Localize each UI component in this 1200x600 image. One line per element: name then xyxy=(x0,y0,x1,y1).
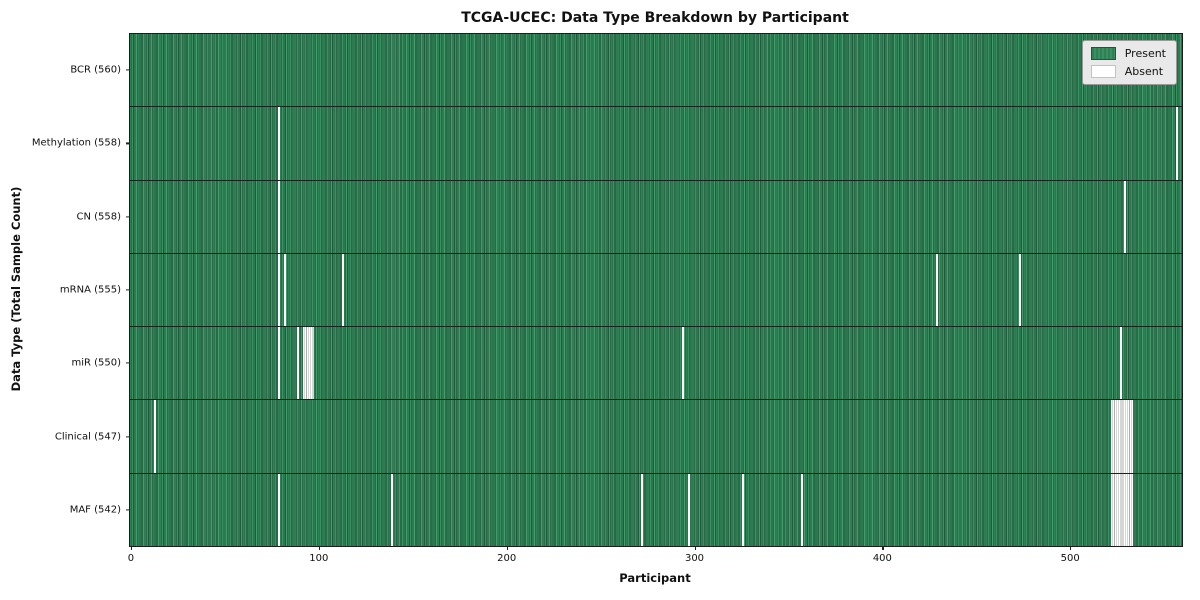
absent-segment xyxy=(284,253,287,327)
absent-segment xyxy=(342,253,345,327)
y-axis-label: Data Type (Total Sample Count) xyxy=(9,186,23,392)
x-tick-mark xyxy=(318,546,320,550)
y-tick-label: BCR (560) xyxy=(70,64,121,76)
absent-segment xyxy=(1018,253,1021,327)
heatmap-row: BCR (560) xyxy=(70,34,1182,108)
legend-item-absent: Absent xyxy=(1090,65,1166,78)
heatmap-rows: BCR (560) Methylation (558) CN (558) mRNA (… xyxy=(32,34,1182,546)
y-tick-label: Methylation (558) xyxy=(31,137,121,149)
legend-absent-label: Absent xyxy=(1124,65,1164,78)
absent-swatch-icon xyxy=(1090,65,1116,78)
absent-segment xyxy=(1110,400,1134,473)
absent-segment xyxy=(278,180,281,253)
heatmap-row: MAF (542) xyxy=(70,473,1182,546)
y-tick-mark xyxy=(126,509,130,511)
absent-segment xyxy=(640,473,643,546)
heatmap-row: miR (550) xyxy=(71,327,1182,401)
present-swatch-icon xyxy=(1090,47,1116,60)
absent-segment xyxy=(1123,180,1126,253)
absent-segment xyxy=(154,400,157,473)
absent-segment xyxy=(391,473,394,546)
y-tick-mark xyxy=(126,289,130,291)
x-tick-label: 100 xyxy=(309,553,329,564)
absent-segment xyxy=(935,253,938,327)
x-tick-mark xyxy=(694,546,696,550)
y-tick-label: Clinical (547) xyxy=(54,431,121,443)
x-tick-label: 400 xyxy=(872,553,892,564)
x-tick-label: 300 xyxy=(684,553,705,564)
x-axis-label: Participant xyxy=(619,571,691,585)
heatmap-row: Methylation (558) xyxy=(32,107,1182,181)
y-tick-label: CN (558) xyxy=(76,211,121,223)
x-tick-mark xyxy=(882,546,884,550)
absent-segment xyxy=(1176,107,1179,180)
absent-segment xyxy=(278,253,281,327)
chart-title: TCGA-UCEC: Data Type Breakdown by Partic… xyxy=(461,10,849,26)
x-tick-mark xyxy=(1070,546,1072,550)
y-tick-label: mRNA (555) xyxy=(59,284,121,296)
x-tick-label: 0 xyxy=(127,553,135,564)
legend-present-label: Present xyxy=(1124,47,1166,60)
absent-segment xyxy=(800,473,803,546)
y-tick-label: MAF (542) xyxy=(69,504,121,516)
absent-segment xyxy=(742,473,745,546)
y-tick-mark xyxy=(126,142,130,145)
y-tick-mark xyxy=(126,69,130,71)
y-tick-mark xyxy=(126,216,130,218)
y-tick-mark xyxy=(126,362,130,364)
absent-segment xyxy=(302,327,315,400)
absent-segment xyxy=(297,327,300,400)
heatmap-row: mRNA (555) xyxy=(60,253,1182,328)
x-tick-label: 200 xyxy=(497,553,517,564)
y-tick-mark xyxy=(126,435,130,438)
absent-segment xyxy=(682,327,685,400)
absent-segment xyxy=(278,107,281,180)
x-tick-mark xyxy=(506,546,508,550)
x-tick-mark xyxy=(130,546,133,550)
absent-segment xyxy=(687,473,690,546)
absent-segment xyxy=(1110,473,1134,546)
legend: Present Absent xyxy=(1081,40,1177,85)
y-tick-label: miR (550) xyxy=(71,357,121,369)
absent-segment xyxy=(278,473,281,546)
x-tick-label: 500 xyxy=(1060,553,1080,564)
absent-segment xyxy=(278,327,281,400)
heatmap-row: Clinical (547) xyxy=(55,400,1182,474)
absent-segment xyxy=(1120,327,1122,400)
legend-item-present: Present xyxy=(1090,47,1166,60)
plot-area: BCR (560) Methylation (558) CN (558) mRNA (… xyxy=(32,33,1183,564)
heatmap-row: CN (558) xyxy=(76,180,1182,254)
